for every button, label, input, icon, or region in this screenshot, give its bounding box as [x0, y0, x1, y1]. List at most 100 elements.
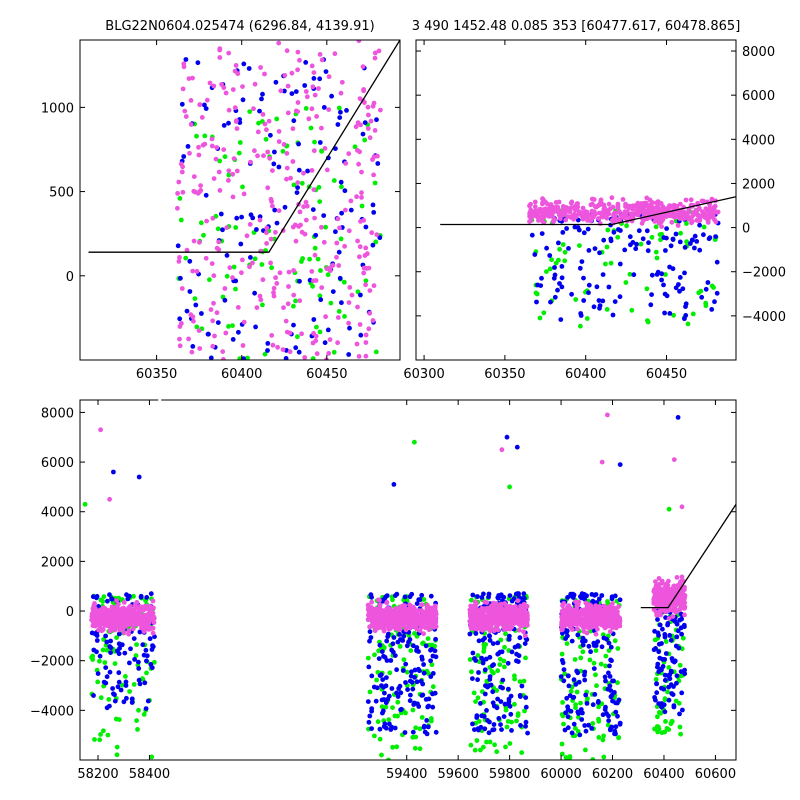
- data-point-blue: [305, 168, 310, 174]
- data-point-blue: [502, 701, 508, 707]
- data-point-pink: [680, 588, 686, 594]
- data-point-pink: [353, 124, 359, 130]
- data-point-pink: [538, 214, 544, 219]
- data-point-pink: [665, 608, 671, 614]
- data-point-pink: [362, 100, 367, 105]
- data-point-pink: [689, 220, 694, 226]
- data-point-blue: [593, 592, 599, 597]
- data-point-pink: [349, 292, 355, 298]
- data-point-blue: [94, 638, 100, 643]
- data-point-pink: [580, 205, 586, 211]
- data-point-blue: [488, 682, 494, 688]
- data-point-pink: [324, 266, 330, 272]
- data-point-pink: [283, 318, 289, 324]
- data-point-green: [501, 658, 507, 664]
- data-point-blue: [667, 311, 673, 316]
- data-point-pink: [586, 212, 592, 218]
- data-point-blue: [152, 634, 157, 640]
- data-point-pink: [309, 106, 315, 112]
- data-point-blue: [136, 659, 141, 665]
- data-point-blue: [425, 724, 431, 730]
- data-point-blue: [421, 662, 426, 667]
- data-point-green: [498, 637, 504, 643]
- data-point-green: [504, 724, 510, 730]
- data-point-pink: [677, 593, 683, 598]
- data-point-pink: [203, 255, 209, 261]
- data-point-blue: [584, 701, 590, 706]
- data-point-pink: [641, 210, 647, 216]
- data-point-blue: [654, 681, 659, 686]
- data-point-pink: [268, 260, 273, 266]
- data-point-blue: [714, 290, 720, 296]
- data-point-blue: [617, 597, 623, 603]
- data-point-pink: [370, 157, 375, 162]
- data-point-blue: [116, 679, 122, 685]
- data-point-pink: [591, 214, 596, 220]
- data-point-blue: [582, 672, 587, 678]
- data-point-pink: [591, 197, 597, 202]
- data-point-blue: [185, 144, 191, 149]
- data-point-blue: [575, 709, 581, 715]
- data-point-blue: [662, 672, 668, 678]
- data-point-blue: [407, 594, 413, 600]
- data-point-pink: [334, 240, 340, 246]
- y-tick-label: 2000: [742, 177, 775, 192]
- data-point-pink: [588, 614, 594, 620]
- data-point-blue: [486, 594, 491, 600]
- data-point-blue: [616, 227, 621, 232]
- data-point-pink: [343, 207, 348, 213]
- data-point-pink: [653, 579, 658, 584]
- data-point-blue: [479, 655, 484, 661]
- data-point-blue: [675, 415, 681, 420]
- data-point-pink: [326, 74, 332, 80]
- data-point-pink: [302, 355, 308, 360]
- data-point-blue: [592, 692, 598, 697]
- data-point-green: [123, 674, 128, 679]
- data-point-pink: [433, 615, 439, 621]
- data-point-pink: [679, 504, 685, 510]
- data-point-blue: [104, 674, 110, 680]
- data-point-green: [481, 649, 487, 654]
- data-point-pink: [143, 626, 149, 632]
- data-point-pink: [106, 614, 111, 619]
- data-point-pink: [209, 261, 215, 266]
- data-point-pink: [316, 86, 321, 91]
- data-point-green: [559, 651, 565, 657]
- data-point-blue: [586, 248, 592, 253]
- data-point-blue: [485, 718, 490, 723]
- data-point-pink: [338, 90, 344, 96]
- data-point-blue: [609, 658, 614, 664]
- data-point-pink: [648, 202, 654, 208]
- data-point-green: [245, 355, 250, 360]
- data-point-pink: [670, 614, 676, 619]
- data-point-pink: [314, 114, 319, 119]
- data-point-blue: [606, 670, 611, 676]
- data-point-blue: [221, 123, 227, 128]
- data-point-blue: [475, 594, 480, 599]
- data-point-green: [141, 712, 147, 717]
- data-point-pink: [299, 331, 304, 337]
- data-point-green: [373, 239, 379, 245]
- data-point-pink: [652, 219, 658, 224]
- data-point-pink: [604, 215, 610, 221]
- data-point-blue: [389, 724, 394, 730]
- data-point-pink: [177, 343, 183, 349]
- data-point-blue: [348, 207, 354, 213]
- data-point-pink: [408, 623, 414, 629]
- data-point-pink: [309, 269, 315, 274]
- data-point-pink: [239, 270, 244, 276]
- data-point-blue: [417, 668, 422, 674]
- data-point-green: [537, 315, 543, 321]
- data-point-pink: [617, 619, 623, 625]
- data-point-pink: [532, 204, 538, 210]
- data-point-blue: [391, 482, 397, 487]
- data-point-pink: [537, 208, 543, 214]
- data-point-pink: [176, 179, 182, 185]
- data-point-green: [386, 757, 391, 760]
- data-point-blue: [586, 722, 591, 728]
- data-point-green: [471, 690, 477, 696]
- data-point-green: [247, 109, 253, 114]
- data-point-green: [317, 199, 323, 205]
- data-point-pink: [521, 607, 527, 613]
